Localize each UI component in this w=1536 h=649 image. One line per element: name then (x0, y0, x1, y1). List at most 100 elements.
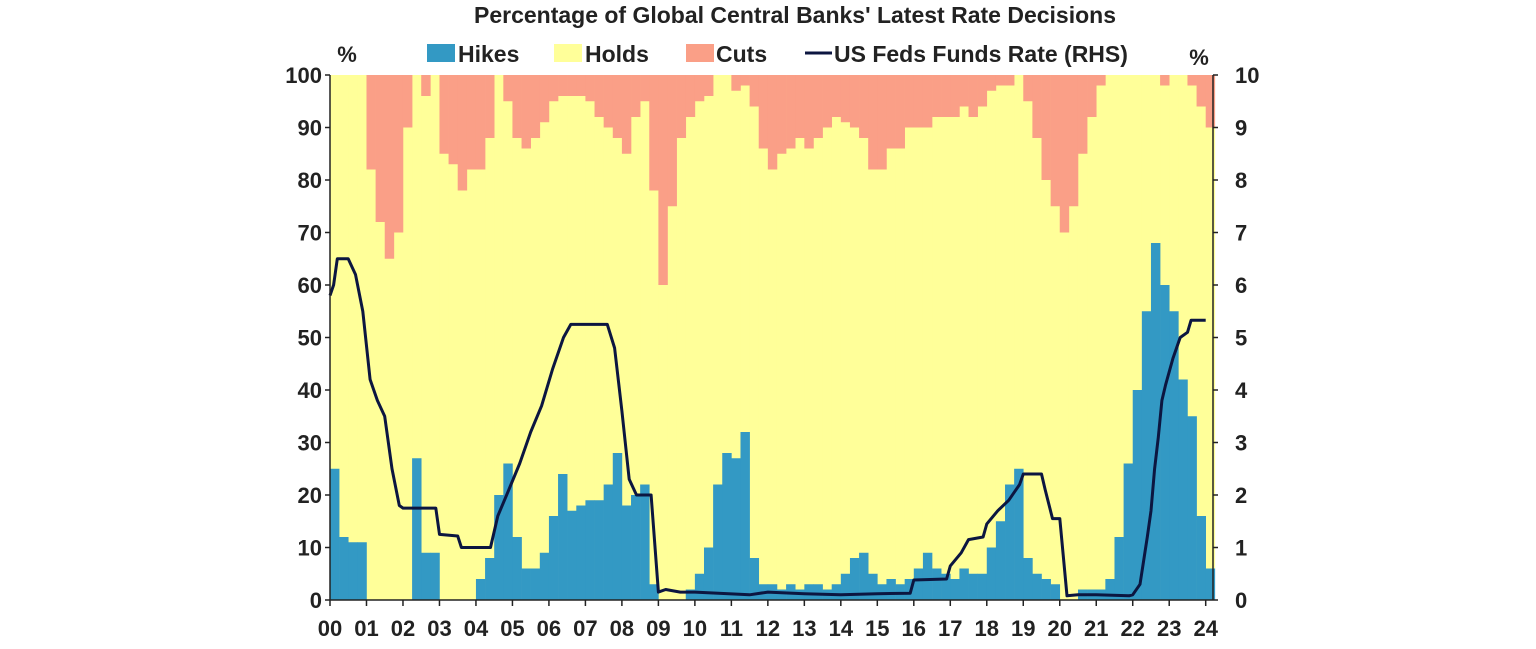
legend-label-cuts: Cuts (716, 41, 767, 67)
hikes-bar (977, 573, 988, 600)
hikes-bar (621, 505, 632, 600)
holds-bar (667, 206, 677, 600)
holds-bar (1123, 75, 1134, 464)
cuts-bars (366, 75, 1216, 285)
holds-bar (941, 117, 951, 574)
cuts-bar (457, 75, 468, 191)
cuts-bar (603, 75, 614, 128)
x-tick-label: 05 (500, 616, 524, 641)
hikes-bar (603, 484, 614, 600)
x-tick-label: 15 (865, 616, 889, 641)
hikes-bar (539, 552, 550, 600)
hikes-bar (1050, 584, 1061, 600)
hikes-bar (631, 495, 641, 600)
hikes-bar (512, 537, 522, 600)
holds-bar (503, 101, 513, 464)
cuts-bar (1096, 75, 1106, 86)
hikes-bar (1023, 558, 1033, 600)
right-tick-label: 1 (1235, 536, 1247, 561)
cuts-bar (859, 75, 869, 138)
x-tick-label: 24 (1193, 616, 1218, 641)
cuts-bar (366, 75, 376, 170)
cuts-bar (749, 75, 760, 107)
hikes-bar (330, 468, 340, 600)
holds-bar (421, 96, 431, 553)
right-tick-label: 5 (1235, 326, 1247, 351)
cuts-bar (421, 75, 431, 96)
x-tick-label: 22 (1120, 616, 1144, 641)
holds-bar (558, 96, 568, 474)
holds-bar (576, 96, 586, 506)
cuts-bar (475, 75, 486, 170)
x-tick-label: 19 (1011, 616, 1035, 641)
holds-bar (685, 117, 696, 590)
cuts-bar (1023, 75, 1033, 102)
hikes-bar (485, 558, 495, 600)
cuts-bar (612, 75, 623, 138)
cuts-bar (1032, 75, 1042, 138)
holds-bar (986, 90, 997, 548)
holds-bar (412, 75, 422, 459)
holds-bar (886, 148, 896, 579)
holds-bar (402, 127, 413, 600)
cuts-bar (1005, 75, 1015, 86)
hikes-bar (421, 552, 431, 600)
x-tick-label: 06 (537, 616, 561, 641)
hikes-bar (1005, 484, 1015, 600)
holds-bar (466, 169, 477, 600)
hikes-bar (1105, 579, 1115, 600)
cuts-bar (576, 75, 586, 96)
hikes-bar (941, 573, 951, 600)
right-tick-label: 4 (1235, 378, 1248, 403)
holds-bar (1105, 75, 1115, 579)
holds-bar (1187, 85, 1197, 417)
left-axis-unit: % (337, 42, 357, 67)
holds-bar (457, 190, 468, 600)
holds-bar (932, 117, 942, 569)
hikes-bar (968, 573, 978, 600)
holds-bar (1096, 85, 1106, 590)
holds-bar (1059, 232, 1070, 600)
cuts-bar (813, 75, 823, 138)
hikes-bar (1032, 573, 1042, 600)
right-axis-ticks: 0 1 2 3 4 5 6 7 8 9 10 (1213, 63, 1259, 613)
holds-bar (485, 138, 495, 558)
holds-bar (868, 169, 878, 574)
cuts-bar (795, 75, 805, 138)
cuts-bar (977, 75, 988, 107)
hikes-bar (932, 568, 942, 600)
holds-bar (995, 85, 1006, 522)
hikes-bar (776, 589, 787, 600)
hikes-bar (740, 432, 750, 600)
holds-bar (922, 127, 933, 553)
cuts-bar (758, 75, 769, 149)
holds-bar (895, 148, 905, 585)
hikes-bar (859, 552, 869, 600)
hikes-bar (1141, 311, 1152, 600)
holds-bar (1023, 101, 1033, 558)
cuts-bar (503, 75, 513, 102)
legend-label-fed: US Feds Funds Rate (RHS) (834, 41, 1128, 67)
hikes-bar (412, 458, 422, 600)
left-tick-label: 90 (298, 116, 322, 141)
cuts-bar (922, 75, 933, 128)
hikes-bar (548, 516, 559, 600)
cuts-bar (840, 75, 851, 123)
hikes-bar (1178, 379, 1188, 600)
hikes-bar (713, 484, 723, 600)
left-tick-label: 0 (310, 588, 322, 613)
hikes-bar (1150, 243, 1161, 600)
hikes-bar (558, 474, 568, 600)
holds-bar (430, 75, 440, 553)
holds-bar (494, 75, 504, 495)
hikes-bar (1196, 516, 1207, 600)
hikes-bar (950, 579, 960, 600)
left-tick-label: 10 (298, 536, 322, 561)
holds-bar (694, 101, 705, 574)
chart-title: Percentage of Global Central Banks' Late… (474, 2, 1116, 28)
x-tick-label: 09 (646, 616, 670, 641)
holds-bar (621, 153, 632, 506)
cuts-bar (512, 75, 522, 138)
holds-bar (1077, 153, 1088, 590)
cuts-bar (694, 75, 705, 102)
